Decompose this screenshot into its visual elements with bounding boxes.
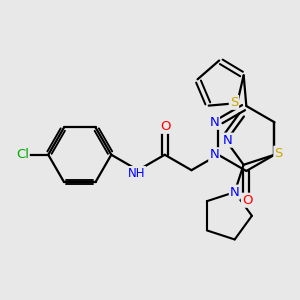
Text: NH: NH xyxy=(128,167,145,180)
Text: N: N xyxy=(209,116,219,129)
Text: O: O xyxy=(160,120,171,133)
Text: N: N xyxy=(223,134,232,147)
Text: N: N xyxy=(209,148,219,161)
Text: O: O xyxy=(242,194,252,207)
Text: S: S xyxy=(274,147,283,160)
Text: S: S xyxy=(230,96,238,109)
Text: Cl: Cl xyxy=(16,148,29,161)
Text: N: N xyxy=(230,186,240,199)
